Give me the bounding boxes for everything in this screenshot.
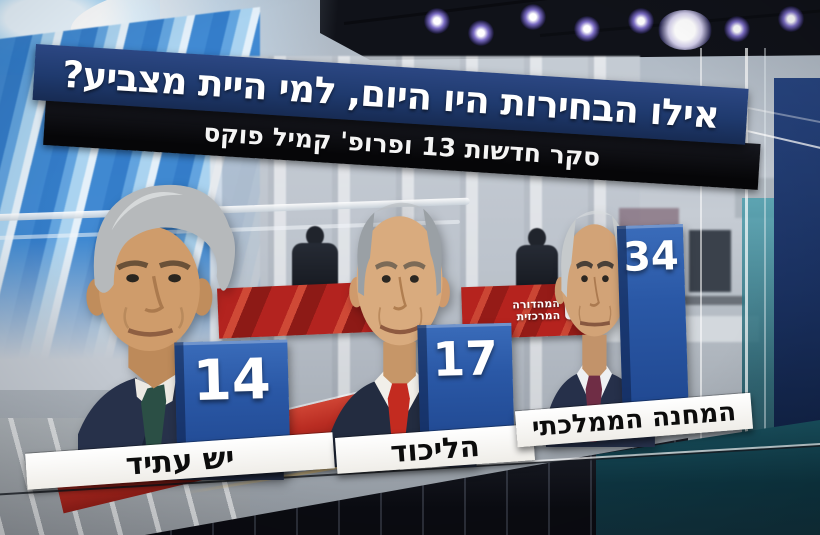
navy-pillar [774,78,820,460]
bar-national-unity: 34 [616,224,690,426]
studio-spotlight [520,4,546,30]
glass-divider [700,48,702,463]
news-anchor-silhouette-left [292,226,338,292]
news-anchor-silhouette-center [516,228,558,290]
glass-divider [745,48,748,463]
studio-spotlight [468,20,494,46]
party-label-text: יש עתיד [124,439,236,483]
anchor-body [292,243,338,290]
anchor-head [528,228,546,248]
bar-value-yesh-atid: 14 [192,347,272,415]
studio-spotlight [658,10,712,50]
anchor-body [516,245,558,289]
glass-divider [764,48,766,463]
studio-spotlight [628,8,654,34]
anchor-head [306,226,324,246]
bar-value-national-unity: 34 [622,233,680,281]
party-label-text: הליכוד [389,428,481,470]
bar-value-likud: 17 [431,331,499,388]
studio-spotlight [778,6,804,32]
studio-spotlight [724,16,750,42]
studio-spotlight [574,16,600,42]
newsroom-cabinet [689,230,731,292]
